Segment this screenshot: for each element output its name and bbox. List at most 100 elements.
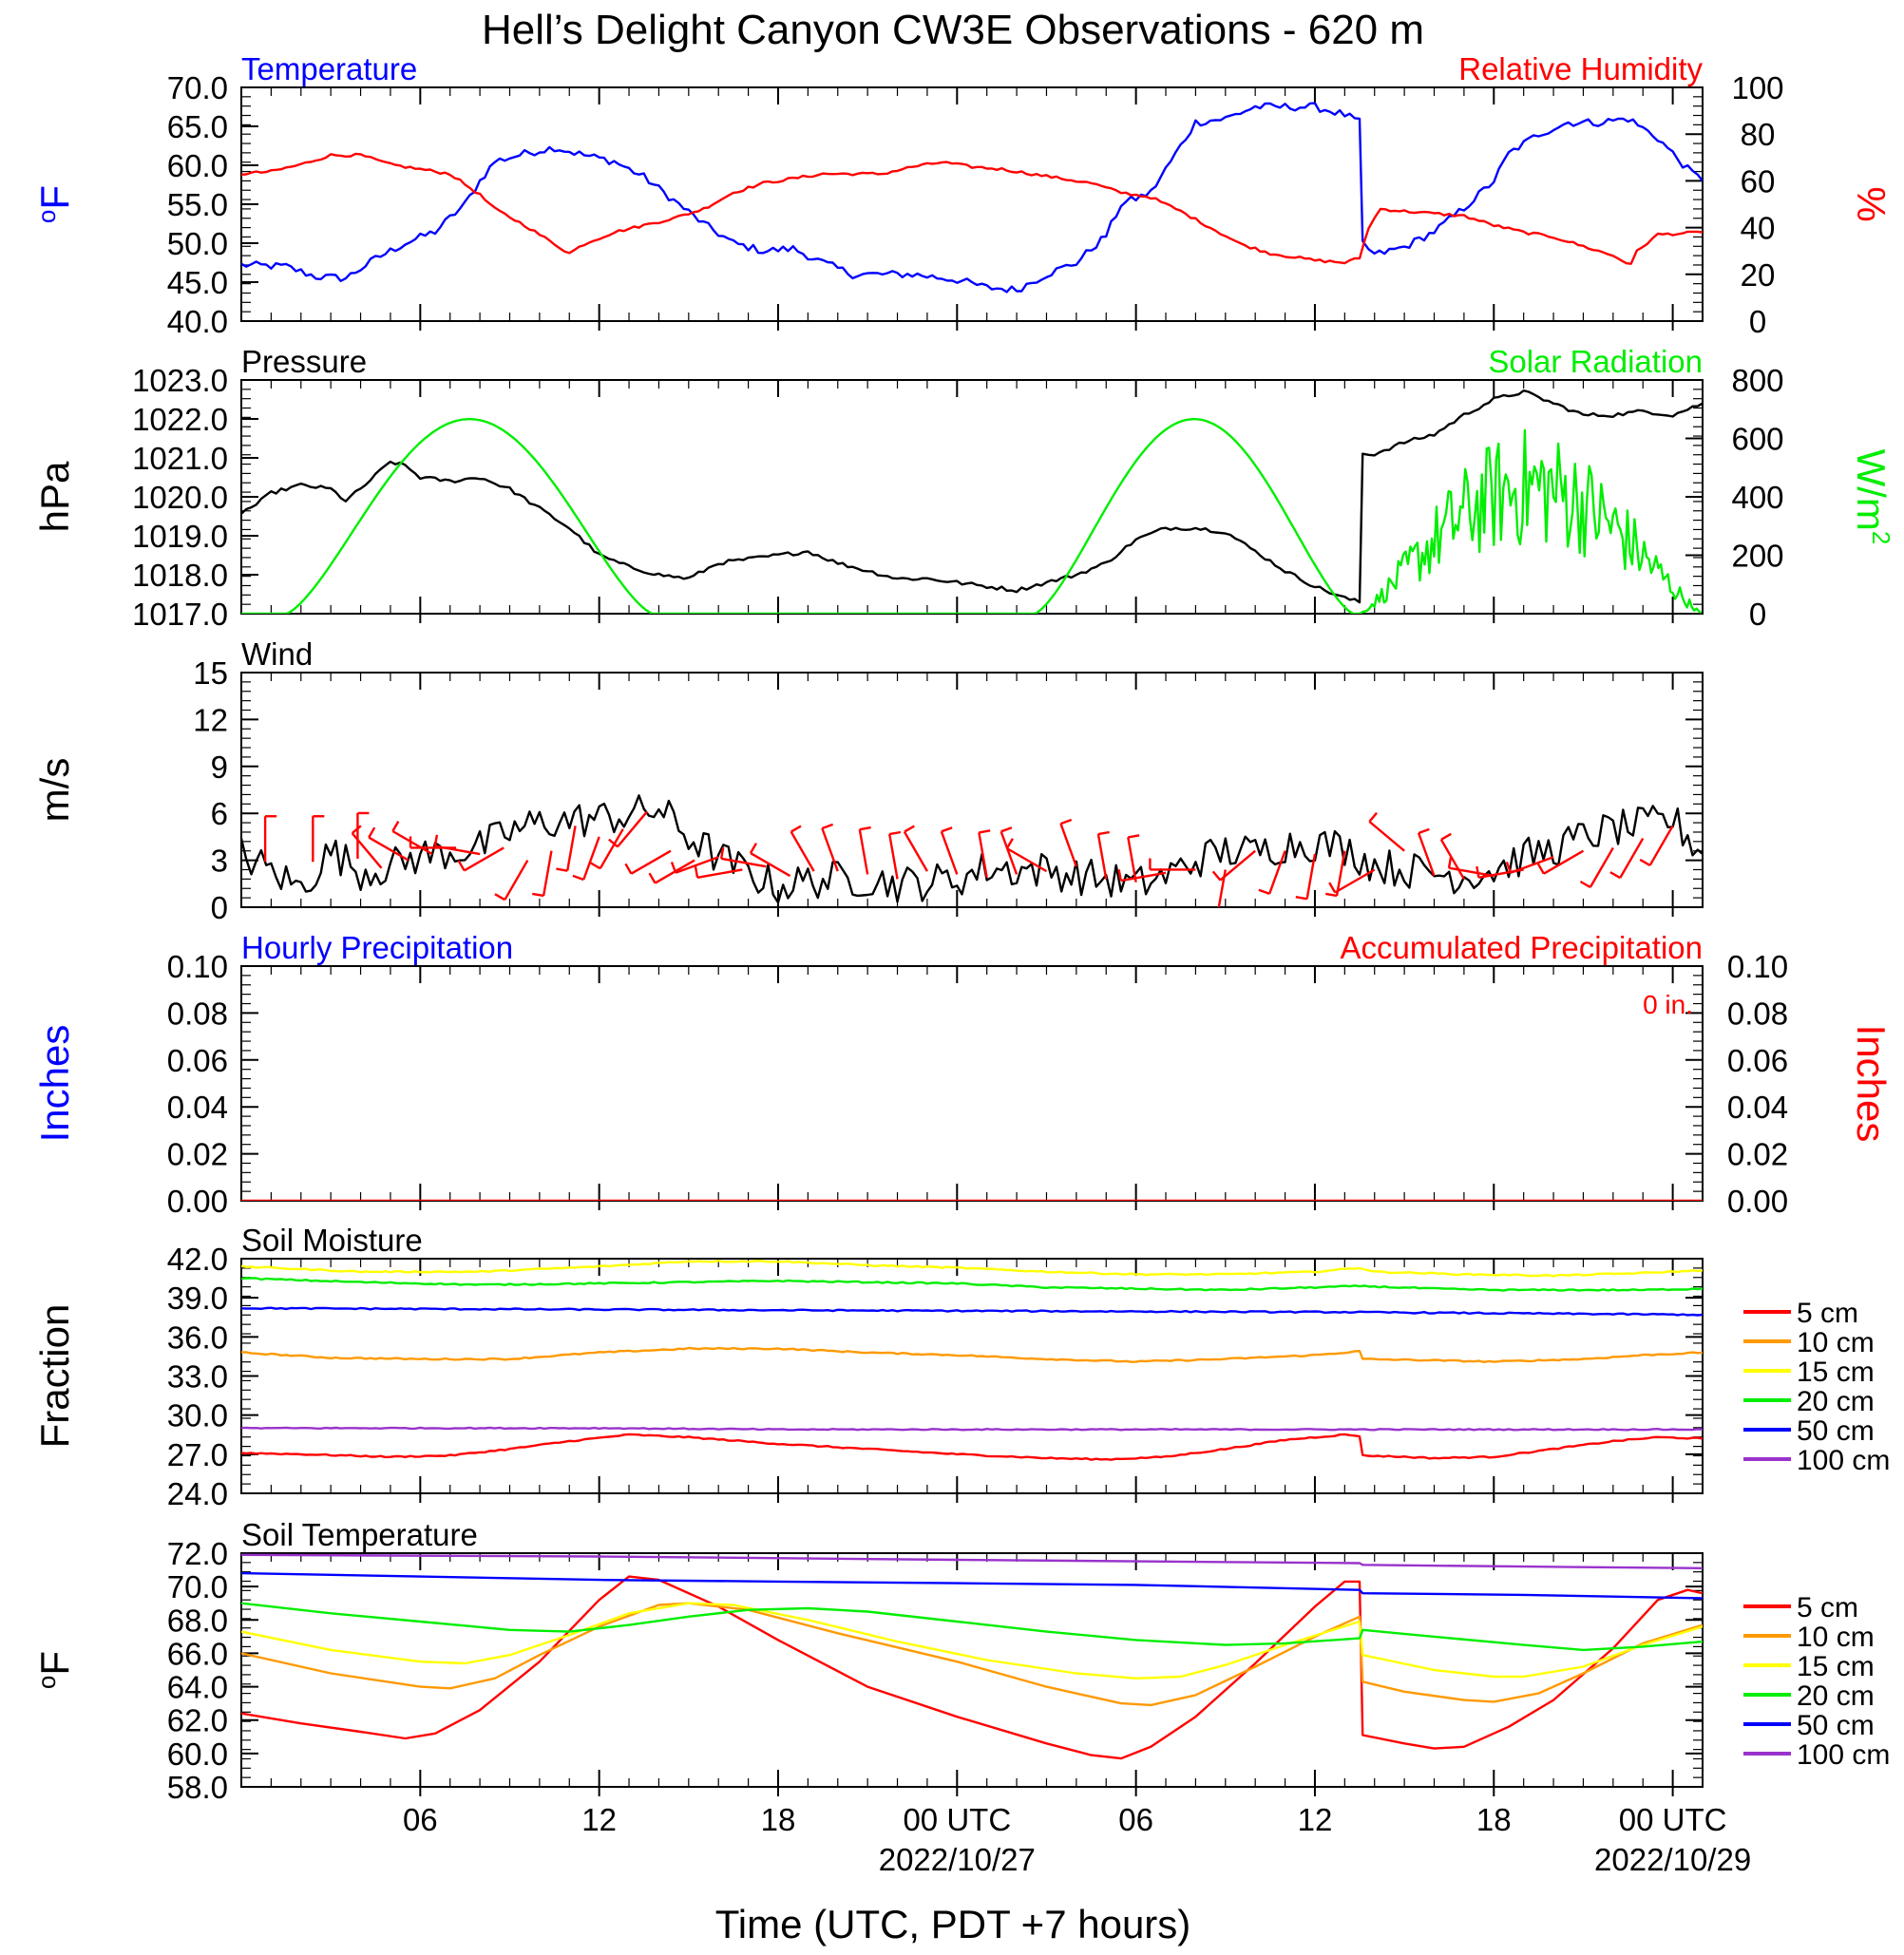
wind-barb xyxy=(1334,868,1376,894)
wind-barb-flag xyxy=(1128,834,1140,839)
y-tick-label: 1018.0 xyxy=(132,558,228,593)
wind-barb xyxy=(1305,853,1317,900)
wind-barb xyxy=(696,868,743,879)
series-line-20-cm xyxy=(241,1277,1703,1292)
wind-barb-flag xyxy=(694,865,699,879)
panel-title-right: Solar Radiation xyxy=(1488,344,1703,379)
y-right-tick-label: 0.00 xyxy=(1727,1184,1788,1219)
y-tick-label: 27.0 xyxy=(167,1437,228,1472)
y-tick-label: 1023.0 xyxy=(132,363,228,398)
wind-barb-flag xyxy=(433,834,439,846)
wind-barb-flag xyxy=(1000,826,1013,833)
wind-barb-flag xyxy=(1295,896,1307,901)
wind-barb-flag xyxy=(494,893,505,902)
y-axis-label-left: hPa xyxy=(32,461,77,532)
wind-barb xyxy=(630,849,672,875)
y-right-tick-label: 100 xyxy=(1731,70,1783,105)
y-axis-label-left: Fraction xyxy=(32,1304,77,1449)
wind-barb-flag xyxy=(457,860,466,872)
legend-label: 15 cm xyxy=(1797,1651,1875,1682)
wind-barb xyxy=(1120,871,1167,883)
x-tick-label: 18 xyxy=(1476,1802,1512,1837)
wind-barb-flag xyxy=(556,867,568,872)
y-tick-label: 9 xyxy=(211,750,228,785)
wind-barb xyxy=(504,859,529,901)
wind-barb-flag xyxy=(608,838,619,848)
wind-barb-flag xyxy=(368,826,376,839)
y-axis-label-right: % xyxy=(1849,186,1894,221)
panel-soil_moist: 24.0 27.0 30.033.0 36.039.0 42.0 Soil Moistur… xyxy=(32,1223,1890,1511)
y-tick-label: 66.0 xyxy=(167,1636,228,1671)
x-axis-label: Time (UTC, PDT +7 hours) xyxy=(715,1902,1191,1946)
wind-barb xyxy=(1219,849,1256,882)
wind-barb xyxy=(1510,856,1554,874)
y-tick-label: 58.0 xyxy=(167,1770,228,1805)
y-tick-label: 0.02 xyxy=(167,1137,228,1172)
wind-barb-flag xyxy=(1609,871,1621,880)
wind-barb-flag xyxy=(589,862,601,870)
wind-barb xyxy=(750,852,791,878)
series-line-100-cm xyxy=(241,1553,1703,1569)
panel-precip: 0.00 0.02 0.04 0.06 0.08 0.10 0.00 0.02 0.04 0.06… xyxy=(32,930,1894,1219)
wind-barb-flag xyxy=(391,821,400,832)
wind-barb-flag xyxy=(1117,869,1122,882)
wind-barb-flag xyxy=(1447,856,1453,868)
wind-barb-flag xyxy=(1418,827,1430,835)
y-tick-label: 60.0 xyxy=(167,148,228,183)
y-right-tick-label: 400 xyxy=(1731,480,1783,515)
wind-barb xyxy=(434,845,481,856)
series-line-15-cm xyxy=(241,1260,1703,1278)
y-tick-label: 1017.0 xyxy=(132,597,228,632)
plot-frame xyxy=(240,965,1704,1202)
series-group xyxy=(241,389,1703,614)
wind-barb xyxy=(368,836,409,862)
y-tick-label: 1021.0 xyxy=(132,441,228,476)
y-tick-label: 64.0 xyxy=(167,1670,228,1705)
wind-barb xyxy=(675,856,719,874)
y-axis-label-right: Inches xyxy=(1849,1025,1894,1143)
wind-barb xyxy=(1439,839,1465,880)
y-right-tick-label: 40 xyxy=(1741,211,1776,246)
wind-barb-flag xyxy=(1368,811,1378,823)
series-group xyxy=(241,794,1703,907)
y-tick-label: 42.0 xyxy=(167,1242,228,1277)
plot-frame xyxy=(240,672,1704,908)
panel-pres_solar: 1017.0 1018.0 1019.0 1020.0 1021.0 1022.0 1023… xyxy=(32,344,1895,632)
panel-temp_rh: 40.0 45.0 50.0 55.0 60.0 65.0 70.0 0 20 40 60 80 100… xyxy=(32,51,1894,339)
wind-barb-flag xyxy=(1505,862,1513,874)
series-line-20-cm xyxy=(241,1602,1703,1652)
wind-barb xyxy=(542,850,553,897)
series-line-red xyxy=(241,152,1703,265)
y-right-tick-label: 600 xyxy=(1731,422,1783,457)
y-axis-label-left: oF xyxy=(32,1651,77,1689)
wind-barb xyxy=(1543,849,1585,875)
y-tick-label: 40.0 xyxy=(167,304,228,339)
wind-barb xyxy=(1000,830,1019,875)
wind-barb-flag xyxy=(719,846,725,860)
wind-barb-flag xyxy=(532,892,544,898)
panel-title-left: Hourly Precipitation xyxy=(241,930,513,965)
legend-label: 5 cm xyxy=(1797,1298,1858,1329)
y-tick-label: 6 xyxy=(211,796,228,831)
panel-title-left: Soil Moisture xyxy=(241,1223,423,1258)
wind-barb xyxy=(1417,832,1436,877)
y-tick-label: 68.0 xyxy=(167,1603,228,1638)
x-axis: 06 12 18 00 UTC 2022/10/27 06 12 18 00 UTC 2022/1… xyxy=(403,1802,1751,1877)
y-tick-label: 0.08 xyxy=(167,996,228,1031)
legend-label: 10 cm xyxy=(1797,1622,1875,1653)
y-tick-label: 45.0 xyxy=(167,265,228,300)
y-right-tick-label: 800 xyxy=(1731,363,1783,398)
panel-title-left: Temperature xyxy=(241,51,417,86)
y-tick-label: 70.0 xyxy=(167,70,228,105)
y-axis-label-left: Inches xyxy=(32,1025,77,1143)
y-tick-label: 70.0 xyxy=(167,1569,228,1604)
y-axis-label-right: W/m2 xyxy=(1849,449,1895,545)
wind-barb-flag xyxy=(1476,865,1480,879)
panel-title-left: Soil Temperature xyxy=(241,1517,478,1552)
series-line-50-cm xyxy=(241,1306,1703,1317)
y-tick-label: 55.0 xyxy=(167,187,228,222)
wind-barb-flag xyxy=(670,862,677,874)
wind-barb xyxy=(617,810,648,848)
y-tick-label: 0.00 xyxy=(167,1184,228,1219)
